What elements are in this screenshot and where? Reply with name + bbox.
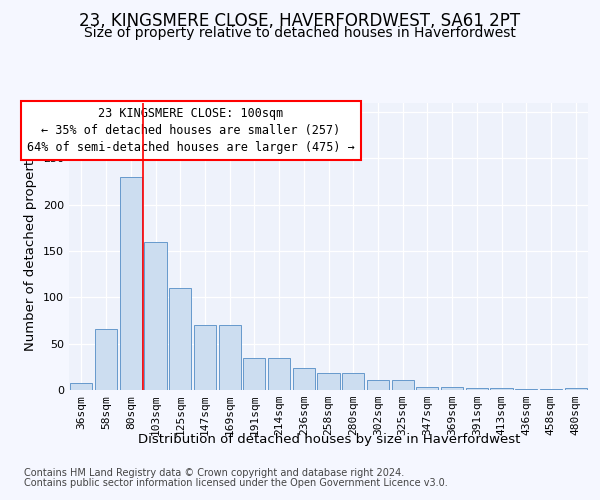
Bar — [342, 374, 364, 390]
Text: Contains public sector information licensed under the Open Government Licence v3: Contains public sector information licen… — [24, 478, 448, 488]
Text: 23 KINGSMERE CLOSE: 100sqm
← 35% of detached houses are smaller (257)
64% of sem: 23 KINGSMERE CLOSE: 100sqm ← 35% of deta… — [27, 107, 355, 154]
Y-axis label: Number of detached properties: Number of detached properties — [25, 141, 37, 352]
Bar — [317, 374, 340, 390]
Bar — [490, 388, 512, 390]
Text: 23, KINGSMERE CLOSE, HAVERFORDWEST, SA61 2PT: 23, KINGSMERE CLOSE, HAVERFORDWEST, SA61… — [79, 12, 521, 30]
Bar — [119, 176, 142, 390]
Bar — [194, 325, 216, 390]
Bar — [466, 388, 488, 390]
Bar — [367, 380, 389, 390]
Bar — [70, 382, 92, 390]
Bar — [243, 358, 265, 390]
Bar — [293, 368, 315, 390]
Bar — [416, 387, 439, 390]
Bar — [95, 329, 117, 390]
Bar — [218, 325, 241, 390]
Bar — [540, 389, 562, 390]
Bar — [268, 358, 290, 390]
Bar — [169, 288, 191, 390]
Bar — [145, 242, 167, 390]
Text: Size of property relative to detached houses in Haverfordwest: Size of property relative to detached ho… — [84, 26, 516, 40]
Bar — [565, 388, 587, 390]
Text: Contains HM Land Registry data © Crown copyright and database right 2024.: Contains HM Land Registry data © Crown c… — [24, 468, 404, 477]
Text: Distribution of detached houses by size in Haverfordwest: Distribution of detached houses by size … — [137, 432, 520, 446]
Bar — [392, 380, 414, 390]
Bar — [441, 387, 463, 390]
Bar — [515, 389, 538, 390]
